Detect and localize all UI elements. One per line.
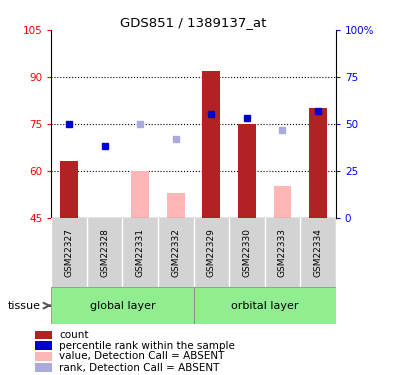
Text: value, Detection Call = ABSENT: value, Detection Call = ABSENT: [59, 351, 224, 361]
Text: percentile rank within the sample: percentile rank within the sample: [59, 341, 235, 351]
Text: orbital layer: orbital layer: [231, 301, 298, 310]
Text: GSM22332: GSM22332: [171, 228, 180, 277]
Bar: [309, 108, 327, 218]
Text: GSM22331: GSM22331: [136, 228, 145, 277]
Bar: [131, 171, 149, 217]
Text: GSM22327: GSM22327: [65, 228, 73, 277]
Bar: [35, 363, 52, 372]
Bar: [194, 287, 336, 324]
Bar: [35, 352, 52, 361]
Text: GSM22328: GSM22328: [100, 228, 109, 277]
Bar: [238, 124, 256, 218]
Bar: [167, 192, 184, 217]
Bar: [274, 186, 292, 218]
Text: tissue: tissue: [8, 301, 41, 310]
Bar: [35, 341, 52, 350]
Bar: [51, 287, 194, 324]
Text: GSM22333: GSM22333: [278, 228, 287, 277]
Text: rank, Detection Call = ABSENT: rank, Detection Call = ABSENT: [59, 363, 220, 373]
Text: GSM22329: GSM22329: [207, 228, 216, 277]
Title: GDS851 / 1389137_at: GDS851 / 1389137_at: [120, 16, 267, 29]
Bar: [35, 331, 52, 339]
Text: count: count: [59, 330, 88, 340]
Bar: [60, 161, 78, 218]
Text: global layer: global layer: [90, 301, 155, 310]
Text: GSM22330: GSM22330: [243, 228, 251, 277]
Bar: [202, 70, 220, 217]
Text: GSM22334: GSM22334: [314, 228, 322, 277]
